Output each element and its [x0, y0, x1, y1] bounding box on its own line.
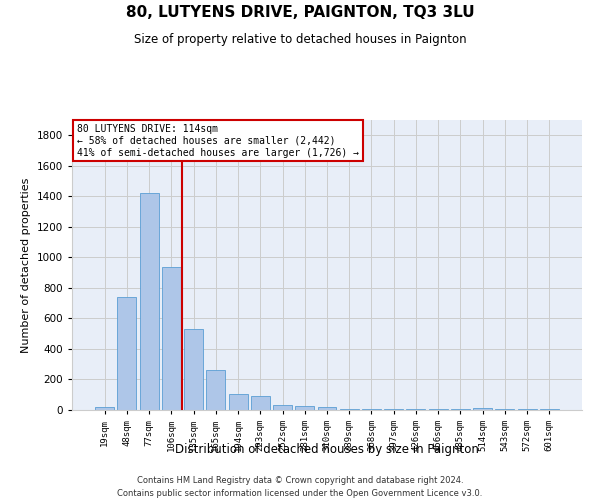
Bar: [406, 409, 425, 410]
Bar: [229, 394, 248, 410]
Bar: [251, 396, 270, 410]
Text: 80, LUTYENS DRIVE, PAIGNTON, TQ3 3LU: 80, LUTYENS DRIVE, PAIGNTON, TQ3 3LU: [125, 5, 475, 20]
Bar: [162, 266, 181, 410]
Bar: [429, 409, 448, 410]
Bar: [384, 409, 403, 410]
Bar: [295, 406, 314, 410]
Bar: [95, 407, 114, 410]
Bar: [140, 194, 158, 410]
Text: Contains HM Land Registry data © Crown copyright and database right 2024.
Contai: Contains HM Land Registry data © Crown c…: [118, 476, 482, 498]
Bar: [362, 409, 381, 410]
Bar: [118, 297, 136, 410]
Bar: [206, 370, 225, 410]
Bar: [496, 409, 514, 410]
Text: 80 LUTYENS DRIVE: 114sqm
← 58% of detached houses are smaller (2,442)
41% of sem: 80 LUTYENS DRIVE: 114sqm ← 58% of detach…: [77, 124, 359, 158]
Bar: [473, 408, 492, 410]
Y-axis label: Number of detached properties: Number of detached properties: [21, 178, 31, 352]
Bar: [518, 409, 536, 410]
Bar: [317, 408, 337, 410]
Bar: [340, 409, 359, 410]
Bar: [273, 404, 292, 410]
Bar: [451, 409, 470, 410]
Bar: [540, 409, 559, 410]
Bar: [184, 329, 203, 410]
Text: Size of property relative to detached houses in Paignton: Size of property relative to detached ho…: [134, 32, 466, 46]
Text: Distribution of detached houses by size in Paignton: Distribution of detached houses by size …: [175, 442, 479, 456]
